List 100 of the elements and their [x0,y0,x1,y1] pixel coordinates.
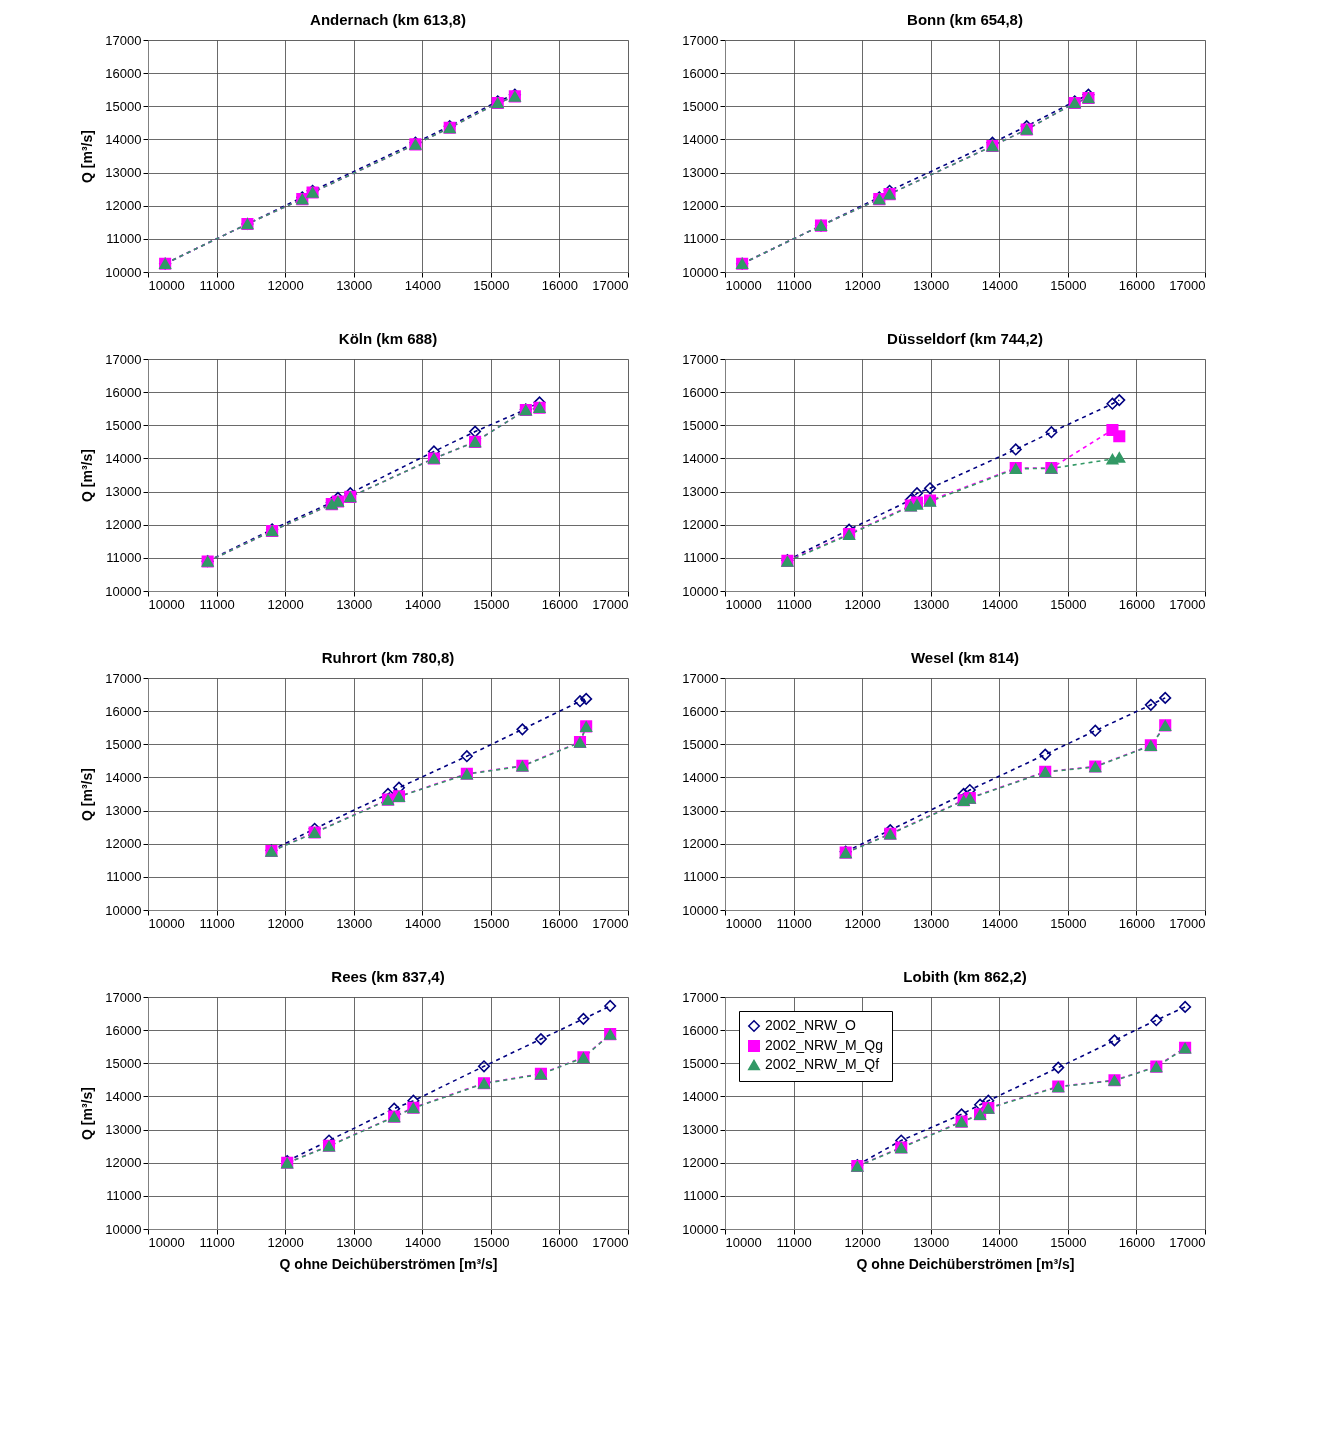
x-tick-label: 14000 [981,596,1018,612]
chart-title: Bonn (km 654,8) [907,11,1023,28]
x-tick-label: 10000 [725,1234,762,1250]
x-tick-label: 16000 [1118,277,1156,293]
y-tick-label: 17000 [105,351,142,367]
x-tick-label: 12000 [844,1234,881,1250]
x-tick-label: 10000 [725,277,762,293]
y-tick-label: 12000 [105,836,142,852]
x-tick-label: 15000 [473,596,510,612]
x-tick-label: 12000 [844,915,881,931]
x-tick-label: 15000 [1050,915,1087,931]
x-tick-label: 10000 [148,596,185,612]
y-tick-label: 16000 [682,384,719,400]
y-tick-label: 11000 [683,231,719,247]
y-tick-label: 15000 [682,417,719,433]
chart-title: Andernach (km 613,8) [310,11,466,28]
y-tick-label: 15000 [105,417,142,433]
y-tick-label: 11000 [106,231,142,247]
x-tick-label: 12000 [844,277,881,293]
x-tick-label: 17000 [592,596,629,612]
y-tick-label: 17000 [105,32,142,48]
legend-label: 2002_NRW_M_Qg [765,1037,884,1053]
x-tick-label: 11000 [776,915,812,931]
chart-title: Rees (km 837,4) [331,968,445,985]
y-tick-label: 13000 [682,1122,719,1138]
x-tick-label: 14000 [404,1234,441,1250]
x-tick-label: 17000 [592,1234,629,1250]
y-tick-label: 13000 [682,165,719,181]
x-tick-label: 13000 [336,1234,373,1250]
y-tick-label: 17000 [682,351,719,367]
x-tick-label: 11000 [199,1234,235,1250]
y-tick-label: 14000 [682,1088,719,1104]
y-tick-label: 16000 [682,703,719,719]
x-tick-label: 13000 [913,277,950,293]
x-tick-label: 10000 [148,915,185,931]
y-tick-label: 10000 [105,902,142,918]
y-tick-label: 14000 [105,1088,142,1104]
legend-label: 2002_NRW_M_Qf [765,1056,880,1072]
y-tick-label: 14000 [682,131,719,147]
y-tick-label: 10000 [682,583,719,599]
x-tick-label: 12000 [267,277,304,293]
x-tick-label: 15000 [1050,1234,1087,1250]
x-tick-label: 16000 [541,1234,579,1250]
x-tick-label: 17000 [592,277,629,293]
y-tick-label: 13000 [682,484,719,500]
x-tick-label: 16000 [541,596,579,612]
x-axis-title: Q ohne Deichüberströmen [m³/s] [856,1255,1075,1272]
y-tick-label: 12000 [682,836,719,852]
x-tick-label: 15000 [473,915,510,931]
y-tick-label: 11000 [683,869,719,885]
y-tick-label: 12000 [105,1155,142,1171]
y-tick-label: 13000 [105,1122,142,1138]
y-tick-label: 17000 [105,670,142,686]
y-tick-label: 13000 [105,803,142,819]
x-tick-label: 14000 [404,596,441,612]
y-tick-label: 10000 [682,264,719,280]
x-tick-label: 10000 [148,277,185,293]
y-tick-label: 12000 [682,1155,719,1171]
y-tick-label: 16000 [682,1022,719,1038]
y-tick-label: 11000 [106,1188,142,1204]
x-tick-label: 11000 [776,277,812,293]
y-tick-label: 15000 [682,1055,719,1071]
x-tick-label: 15000 [1050,596,1087,612]
x-tick-label: 16000 [541,277,579,293]
x-tick-label: 11000 [776,596,812,612]
chart-title: Köln (km 688) [338,330,438,347]
x-tick-label: 13000 [913,1234,950,1250]
y-tick-label: 11000 [683,1188,719,1204]
chart-title: Ruhrort (km 780,8) [321,649,455,666]
y-tick-label: 15000 [105,98,142,114]
x-tick-label: 17000 [592,915,629,931]
y-tick-label: 15000 [105,1055,142,1071]
x-tick-label: 16000 [1118,915,1156,931]
x-tick-label: 11000 [199,277,235,293]
y-tick-label: 10000 [682,902,719,918]
x-tick-label: 13000 [336,277,373,293]
y-axis-title: Q [m³/s] [79,768,96,821]
chart-title: Lobith (km 862,2) [903,968,1027,985]
x-tick-label: 14000 [981,277,1018,293]
x-axis-title: Q ohne Deichüberströmen [m³/s] [279,1255,498,1272]
y-tick-label: 16000 [105,65,142,81]
y-tick-label: 14000 [105,131,142,147]
y-tick-label: 16000 [105,703,142,719]
x-tick-label: 13000 [913,915,950,931]
y-tick-label: 17000 [105,989,142,1005]
y-tick-label: 16000 [105,384,142,400]
x-tick-label: 16000 [1118,596,1156,612]
y-tick-label: 16000 [682,65,719,81]
x-tick-label: 10000 [148,1234,185,1250]
y-tick-label: 15000 [105,736,142,752]
y-tick-label: 13000 [682,803,719,819]
chart-title: Wesel (km 814) [910,649,1020,666]
x-tick-label: 12000 [267,1234,304,1250]
x-tick-label: 15000 [473,1234,510,1250]
x-tick-label: 14000 [404,915,441,931]
y-tick-label: 14000 [682,450,719,466]
x-tick-label: 14000 [404,277,441,293]
y-tick-label: 11000 [106,869,142,885]
y-tick-label: 11000 [106,550,142,566]
y-tick-label: 11000 [683,550,719,566]
